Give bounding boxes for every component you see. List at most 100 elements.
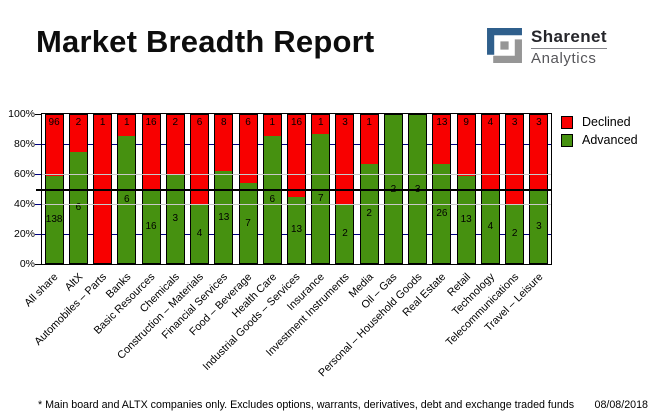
advanced-value-label: 6 bbox=[269, 194, 276, 206]
legend-swatch-advanced bbox=[561, 133, 573, 147]
advanced-value-label: 4 bbox=[196, 227, 203, 239]
gridline-60 bbox=[42, 174, 551, 175]
page-title: Market Breadth Report bbox=[36, 24, 375, 59]
y-axis-tick bbox=[35, 264, 41, 265]
advanced-value-label: 16 bbox=[145, 220, 157, 232]
y-axis-label-0: 0% bbox=[19, 258, 35, 270]
declined-value-label: 16 bbox=[145, 117, 157, 128]
advanced-value-label: 13 bbox=[218, 211, 230, 223]
y-axis-tick bbox=[35, 234, 41, 235]
report-date: 08/08/2018 bbox=[594, 399, 649, 411]
declined-segment bbox=[69, 115, 87, 152]
declined-value-label: 6 bbox=[245, 117, 251, 128]
declined-value-label: 4 bbox=[487, 117, 494, 128]
declined-segment bbox=[481, 115, 499, 189]
advanced-value-label: 3 bbox=[536, 220, 542, 232]
declined-segment bbox=[263, 115, 281, 137]
declined-segment bbox=[288, 115, 305, 197]
declined-segment bbox=[215, 115, 233, 172]
fifty-percent-reference-line bbox=[36, 189, 551, 191]
advanced-segment: 7 bbox=[312, 133, 330, 263]
advanced-value-label: 13 bbox=[460, 213, 472, 225]
declined-segment bbox=[118, 115, 136, 137]
advanced-segment: 4 bbox=[191, 203, 209, 263]
legend-swatch-declined bbox=[561, 115, 573, 129]
advanced-value-label: 138 bbox=[45, 213, 63, 225]
y-axis-tick bbox=[35, 114, 41, 115]
advanced-value-label: 7 bbox=[245, 217, 251, 229]
legend-item-advanced: Advanced bbox=[561, 133, 638, 147]
footnote: * Main board and ALTX companies only. Ex… bbox=[38, 399, 575, 411]
declined-value-label: 1 bbox=[124, 117, 130, 128]
legend-label: Declined bbox=[582, 115, 631, 129]
y-axis-tick bbox=[35, 144, 41, 145]
logo-subtitle: Analytics bbox=[531, 50, 597, 67]
declined-value-label: 3 bbox=[536, 117, 542, 128]
declined-segment bbox=[191, 115, 209, 204]
advanced-segment: 3 bbox=[166, 174, 184, 263]
advanced-segment: 4 bbox=[481, 189, 499, 263]
declined-segment bbox=[142, 115, 160, 189]
advanced-value-label: 2 bbox=[511, 227, 518, 239]
x-axis-label-all-share: All share bbox=[22, 271, 61, 310]
y-axis-label-80: 80% bbox=[13, 138, 35, 150]
advanced-segment: 13 bbox=[457, 175, 475, 263]
legend-item-declined: Declined bbox=[561, 115, 638, 129]
advanced-value-label: 13 bbox=[290, 224, 303, 236]
advanced-segment: 6 bbox=[69, 152, 87, 263]
advanced-segment: 2 bbox=[360, 164, 378, 263]
legend-label: Advanced bbox=[582, 133, 638, 147]
declined-value-label: 3 bbox=[511, 117, 518, 128]
advanced-segment: 13 bbox=[215, 171, 233, 263]
declined-value-label: 16 bbox=[290, 117, 303, 128]
logo-text: Sharenet Analytics bbox=[531, 27, 607, 67]
declined-segment bbox=[166, 115, 184, 175]
declined-value-label: 1 bbox=[317, 117, 324, 128]
advanced-segment: 7 bbox=[239, 183, 257, 263]
declined-segment bbox=[45, 115, 63, 176]
declined-segment bbox=[239, 115, 257, 184]
sharenet-logo: Sharenet Analytics bbox=[486, 27, 607, 67]
declined-value-label: 9 bbox=[463, 117, 469, 128]
advanced-segment: 6 bbox=[118, 136, 136, 263]
advanced-value-label: 2 bbox=[366, 208, 372, 220]
advanced-segment: 16 bbox=[142, 189, 160, 263]
chart-legend: Declined Advanced bbox=[561, 115, 638, 151]
advanced-segment: 26 bbox=[433, 164, 451, 263]
advanced-segment: 3 bbox=[530, 189, 548, 263]
declined-value-label: 3 bbox=[342, 117, 348, 128]
advanced-segment: 6 bbox=[263, 136, 281, 263]
advanced-segment: 138 bbox=[45, 175, 63, 263]
y-axis-label-40: 40% bbox=[13, 198, 35, 210]
declined-segment bbox=[360, 115, 378, 165]
advanced-segment: 13 bbox=[288, 196, 305, 263]
advanced-value-label: 4 bbox=[487, 220, 494, 232]
declined-value-label: 2 bbox=[172, 117, 179, 128]
declined-segment bbox=[506, 115, 524, 204]
declined-value-label: 6 bbox=[196, 117, 203, 128]
advanced-value-label: 2 bbox=[342, 227, 348, 239]
declined-value-label: 1 bbox=[366, 117, 372, 128]
advanced-value-label: 6 bbox=[75, 202, 82, 213]
declined-value-label: 1 bbox=[269, 117, 276, 128]
advanced-value-label: 7 bbox=[317, 192, 324, 204]
logo-name: Sharenet bbox=[531, 27, 607, 46]
y-axis-label-20: 20% bbox=[13, 228, 35, 240]
y-axis-tick bbox=[35, 204, 41, 205]
advanced-value-label: 6 bbox=[124, 194, 130, 206]
declined-value-label: 8 bbox=[221, 117, 227, 128]
chart-plot-area: 1389662161161632461387661131671232123261… bbox=[36, 113, 552, 265]
declined-segment bbox=[433, 115, 451, 165]
declined-value-label: 13 bbox=[436, 117, 448, 128]
sharenet-logo-icon bbox=[486, 27, 523, 64]
advanced-segment: 2 bbox=[506, 203, 524, 263]
y-axis-tick bbox=[35, 174, 41, 175]
advanced-segment: 2 bbox=[336, 203, 354, 263]
declined-segment bbox=[457, 115, 475, 176]
logo-divider bbox=[531, 48, 607, 49]
advanced-value-label: 26 bbox=[436, 208, 448, 220]
